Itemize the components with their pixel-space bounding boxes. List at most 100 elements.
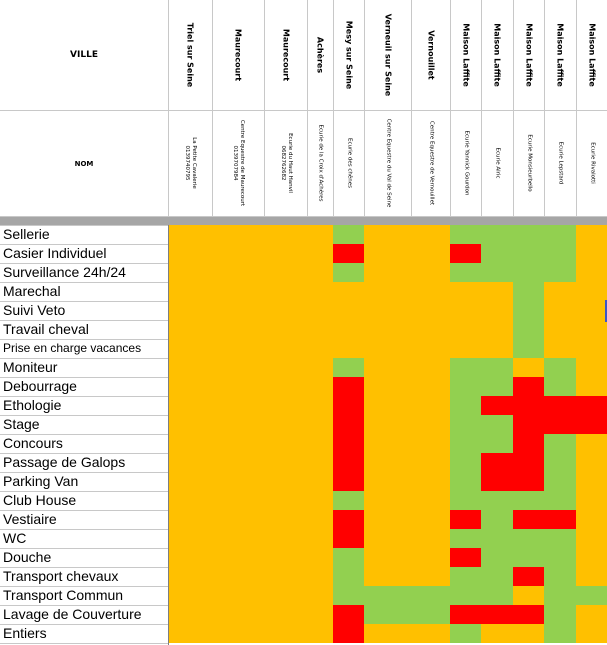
- status-cell[interactable]: [411, 434, 450, 453]
- status-cell[interactable]: [576, 586, 607, 605]
- column-header-nom[interactable]: Ecurie Alric: [481, 110, 513, 216]
- status-cell[interactable]: [212, 415, 264, 434]
- status-cell[interactable]: [168, 434, 212, 453]
- status-cell[interactable]: [450, 282, 481, 301]
- status-cell[interactable]: [544, 567, 576, 586]
- column-header-nom[interactable]: Ecurie de la Croix d'Achères: [307, 110, 333, 216]
- status-cell[interactable]: [307, 548, 333, 567]
- status-cell[interactable]: [168, 358, 212, 377]
- status-cell[interactable]: [411, 529, 450, 548]
- status-cell[interactable]: [168, 586, 212, 605]
- status-cell[interactable]: [307, 244, 333, 263]
- status-cell[interactable]: [411, 263, 450, 282]
- status-cell[interactable]: [450, 472, 481, 491]
- status-cell[interactable]: [333, 548, 364, 567]
- status-cell[interactable]: [364, 244, 411, 263]
- status-cell[interactable]: [576, 301, 607, 320]
- status-cell[interactable]: [168, 415, 212, 434]
- status-cell[interactable]: [168, 491, 212, 510]
- status-cell[interactable]: [364, 434, 411, 453]
- status-cell[interactable]: [544, 453, 576, 472]
- status-cell[interactable]: [450, 453, 481, 472]
- status-cell[interactable]: [364, 377, 411, 396]
- status-cell[interactable]: [168, 453, 212, 472]
- status-cell[interactable]: [307, 358, 333, 377]
- status-cell[interactable]: [333, 434, 364, 453]
- status-cell[interactable]: [411, 567, 450, 586]
- status-cell[interactable]: [576, 434, 607, 453]
- status-cell[interactable]: [411, 624, 450, 643]
- status-cell[interactable]: [333, 624, 364, 643]
- status-cell[interactable]: [576, 358, 607, 377]
- status-cell[interactable]: [307, 282, 333, 301]
- status-cell[interactable]: [576, 548, 607, 567]
- status-cell[interactable]: [544, 358, 576, 377]
- status-cell[interactable]: [544, 396, 576, 415]
- status-cell[interactable]: [307, 320, 333, 339]
- status-cell[interactable]: [212, 339, 264, 358]
- status-cell[interactable]: [364, 358, 411, 377]
- status-cell[interactable]: [212, 377, 264, 396]
- status-cell[interactable]: [544, 225, 576, 244]
- row-label[interactable]: Douche: [3, 549, 52, 565]
- status-cell[interactable]: [264, 472, 307, 491]
- status-cell[interactable]: [264, 339, 307, 358]
- status-cell[interactable]: [264, 434, 307, 453]
- status-cell[interactable]: [333, 453, 364, 472]
- status-cell[interactable]: [450, 358, 481, 377]
- status-cell[interactable]: [576, 320, 607, 339]
- status-cell[interactable]: [264, 491, 307, 510]
- status-cell[interactable]: [513, 529, 544, 548]
- status-cell[interactable]: [411, 282, 450, 301]
- status-cell[interactable]: [307, 472, 333, 491]
- status-cell[interactable]: [481, 586, 513, 605]
- column-header-nom[interactable]: La Petite Cavalerie 0139740795: [168, 110, 212, 216]
- status-cell[interactable]: [513, 358, 544, 377]
- status-cell[interactable]: [576, 225, 607, 244]
- status-cell[interactable]: [411, 339, 450, 358]
- status-cell[interactable]: [264, 624, 307, 643]
- status-cell[interactable]: [333, 567, 364, 586]
- status-cell[interactable]: [544, 510, 576, 529]
- status-cell[interactable]: [264, 567, 307, 586]
- status-cell[interactable]: [333, 472, 364, 491]
- status-cell[interactable]: [364, 339, 411, 358]
- column-header-nom[interactable]: Centre Equestre de Maurecourt 0139707984: [212, 110, 264, 216]
- status-cell[interactable]: [411, 396, 450, 415]
- status-cell[interactable]: [576, 529, 607, 548]
- status-cell[interactable]: [307, 377, 333, 396]
- row-label[interactable]: Prise en charge vacances: [3, 341, 142, 355]
- status-cell[interactable]: [544, 339, 576, 358]
- status-cell[interactable]: [544, 605, 576, 624]
- row-label[interactable]: Transport Commun: [3, 587, 124, 603]
- status-cell[interactable]: [450, 529, 481, 548]
- status-cell[interactable]: [333, 510, 364, 529]
- status-cell[interactable]: [212, 624, 264, 643]
- status-cell[interactable]: [307, 491, 333, 510]
- column-header-ville[interactable]: Maison Laffite: [481, 0, 513, 110]
- status-cell[interactable]: [333, 339, 364, 358]
- column-header-ville[interactable]: Verneuil sur Seine: [364, 0, 411, 110]
- status-cell[interactable]: [411, 510, 450, 529]
- status-cell[interactable]: [364, 396, 411, 415]
- row-label[interactable]: Casier Individuel: [3, 245, 107, 261]
- column-header-ville[interactable]: Mesy sur Seine: [333, 0, 364, 110]
- status-cell[interactable]: [513, 415, 544, 434]
- status-cell[interactable]: [264, 225, 307, 244]
- status-cell[interactable]: [544, 529, 576, 548]
- status-cell[interactable]: [333, 282, 364, 301]
- row-label[interactable]: Marechal: [3, 283, 61, 299]
- scroll-edge-marker[interactable]: [605, 300, 607, 322]
- row-label[interactable]: Surveillance 24h/24: [3, 264, 126, 280]
- status-cell[interactable]: [411, 358, 450, 377]
- status-cell[interactable]: [212, 510, 264, 529]
- status-cell[interactable]: [576, 472, 607, 491]
- status-cell[interactable]: [481, 529, 513, 548]
- status-cell[interactable]: [576, 491, 607, 510]
- status-cell[interactable]: [364, 491, 411, 510]
- status-cell[interactable]: [212, 358, 264, 377]
- status-cell[interactable]: [513, 605, 544, 624]
- status-cell[interactable]: [364, 567, 411, 586]
- row-label[interactable]: Travail cheval: [3, 321, 89, 337]
- status-cell[interactable]: [481, 567, 513, 586]
